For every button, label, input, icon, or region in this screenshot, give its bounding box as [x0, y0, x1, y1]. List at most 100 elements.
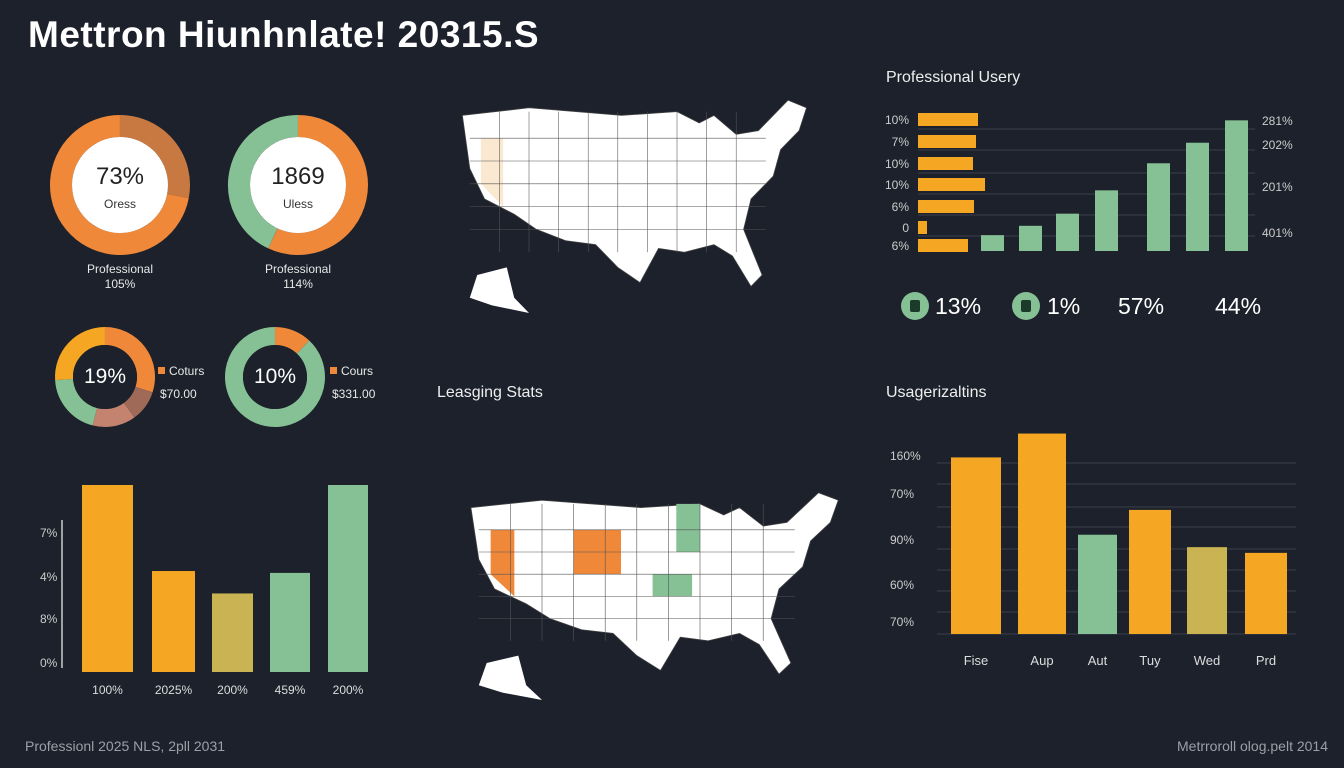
donut-segment [123, 386, 153, 418]
y-tick-label: 7% [40, 526, 58, 540]
x-tick-label: Aup [1030, 653, 1054, 668]
bar [1078, 534, 1117, 634]
x-tick-label: 100% [92, 683, 123, 697]
legend-swatch [158, 367, 165, 374]
x-tick-label: Aut [1087, 653, 1108, 668]
x-tick-label: Tuy [1139, 653, 1161, 668]
small-donut-value: 10% [253, 365, 297, 388]
bar [1129, 509, 1171, 634]
left-label: 10% [885, 113, 910, 127]
right-label: 201% [1262, 180, 1293, 194]
highlighted-state [490, 529, 515, 597]
page-title: Mettron Hiunhnlate! 20315.S [28, 14, 540, 55]
donut-segment [55, 327, 106, 381]
highlighted-state [652, 574, 693, 597]
left-label: 6% [891, 239, 909, 253]
horizontal-bar [918, 178, 985, 191]
bar [328, 485, 368, 672]
horizontal-bar [918, 135, 976, 148]
x-tick-label: Fise [963, 653, 989, 668]
y-tick-label: 0% [40, 656, 58, 670]
donut-caption: Professional [86, 262, 154, 276]
bar [1187, 547, 1227, 634]
donut-segment [268, 115, 368, 255]
alaska [478, 655, 542, 700]
y-tick-label: 70% [890, 487, 915, 501]
donut-caption: Professional [264, 262, 332, 276]
y-tick-label: 90% [890, 533, 915, 547]
y-tick-label: 60% [890, 578, 915, 592]
stat-value: 44% [1215, 293, 1262, 319]
vertical-bar [1186, 142, 1209, 251]
bar [212, 593, 253, 672]
state-borders [478, 503, 795, 641]
map-bottom [470, 492, 839, 700]
donut-value: 1869 [271, 163, 325, 190]
donut-label: Oress [103, 197, 137, 211]
bar [1245, 552, 1287, 634]
x-tick-label: 200% [332, 683, 364, 697]
legend-label: Coturs [169, 364, 205, 378]
vertical-bar [1019, 225, 1042, 251]
y-tick-label: 70% [890, 615, 915, 629]
donut-segment [92, 402, 135, 427]
donut-segment [104, 327, 155, 393]
stat-value: 13% [935, 293, 982, 319]
x-tick-label: Wed [1193, 653, 1221, 668]
bar [951, 457, 1001, 634]
x-tick-label: 2025% [154, 683, 193, 697]
vertical-bar [1095, 190, 1118, 251]
stat-value: 57% [1118, 293, 1165, 319]
state-borders [469, 111, 766, 253]
vertical-bar [1225, 120, 1248, 251]
vertical-bar [1147, 163, 1170, 251]
legend-swatch [330, 367, 337, 374]
horizontal-bar [918, 239, 968, 252]
x-tick-label: 459% [274, 683, 306, 697]
legend-amount: $331.00 [332, 387, 376, 401]
highlighted-state [676, 503, 700, 552]
donut-segment [228, 115, 299, 249]
donut-segment [50, 115, 189, 255]
donut-hole [250, 137, 346, 233]
bar [82, 485, 133, 672]
donut-segment [119, 115, 190, 199]
usage-chart-title: Usagerizaltins [886, 384, 987, 401]
left-label: 10% [885, 157, 910, 171]
y-tick-label: 8% [40, 612, 58, 626]
horizontal-bar [918, 113, 978, 126]
donut-segment [274, 327, 310, 355]
footer-left: Professionl 2025 NLS, 2pll 2031 [25, 738, 226, 754]
horizontal-bar [918, 200, 974, 213]
x-tick-label: 200% [217, 683, 248, 697]
donut-label: Uless [282, 197, 314, 211]
small-donut-value: 19% [83, 365, 127, 388]
donut-hole [73, 345, 137, 409]
right-label: 202% [1262, 138, 1293, 152]
right-label: 401% [1262, 226, 1293, 240]
horizontal-bar [918, 221, 927, 234]
donut-segment [55, 378, 98, 426]
map-top [461, 99, 807, 313]
map-section-title: Leasging Stats [437, 384, 543, 401]
left-label: 0 [902, 221, 909, 235]
donut-segment [225, 327, 325, 427]
donut-value: 73% [95, 163, 145, 190]
donut-hole [243, 345, 307, 409]
right-label: 281% [1262, 114, 1293, 128]
donut-sub: 105% [104, 277, 136, 291]
left-label: 7% [891, 135, 909, 149]
vertical-bar [1056, 213, 1079, 251]
y-tick-label: 4% [40, 570, 58, 584]
donut-hole [72, 137, 168, 233]
left-label: 6% [891, 200, 909, 214]
legend-amount: $70.00 [160, 387, 197, 401]
legend-label: Cours [341, 364, 374, 378]
usery-chart-title: Professional Usery [886, 69, 1021, 86]
stat-value: 1% [1047, 293, 1081, 319]
x-tick-label: Prd [1255, 653, 1277, 668]
y-tick-label: 160% [890, 449, 921, 463]
vertical-bar [981, 235, 1004, 251]
left-label: 10% [885, 178, 910, 192]
